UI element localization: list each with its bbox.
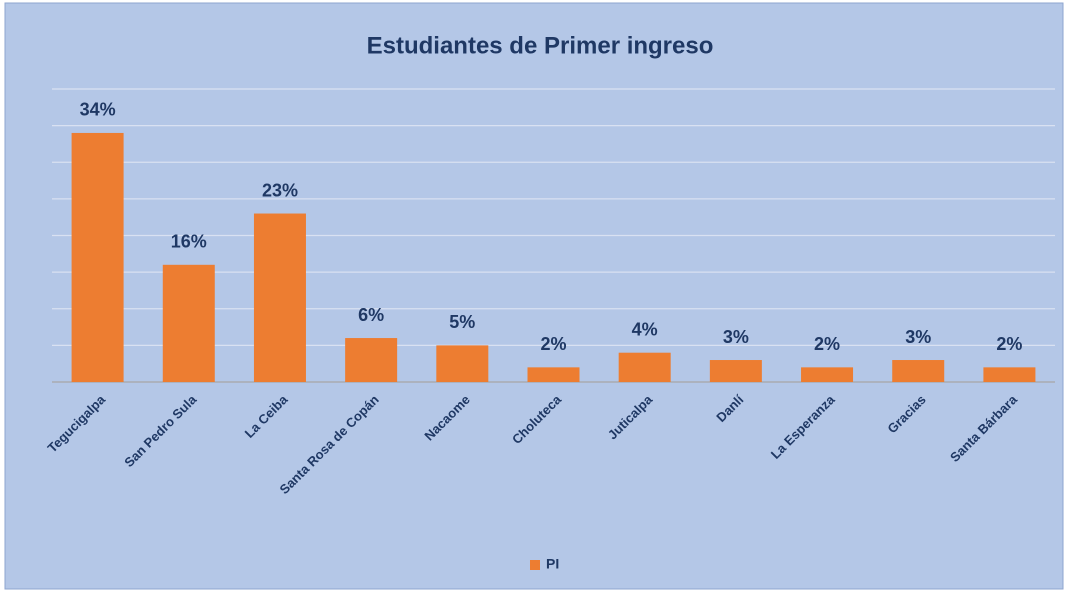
bar [436, 345, 489, 382]
data-label: 3% [723, 327, 749, 347]
bar [345, 338, 398, 382]
legend-swatch [530, 560, 540, 570]
bar [709, 360, 762, 382]
data-label: 2% [996, 334, 1022, 354]
data-label: 5% [449, 312, 475, 332]
chart-title: Estudiantes de Primer ingreso [367, 32, 714, 59]
bar [801, 367, 854, 382]
data-label: 16% [171, 232, 207, 252]
bar [618, 352, 671, 382]
data-label: 34% [80, 100, 116, 120]
bar [983, 367, 1036, 382]
data-label: 6% [358, 305, 384, 325]
data-label: 2% [540, 334, 566, 354]
bar [162, 264, 215, 382]
bar [71, 132, 124, 382]
data-label: 2% [814, 334, 840, 354]
bar [527, 367, 580, 382]
data-label: 3% [905, 327, 931, 347]
bar [892, 360, 945, 382]
legend-label: PI [546, 556, 559, 572]
data-label: 23% [262, 180, 298, 200]
data-label: 4% [632, 319, 658, 339]
bar [253, 213, 306, 382]
